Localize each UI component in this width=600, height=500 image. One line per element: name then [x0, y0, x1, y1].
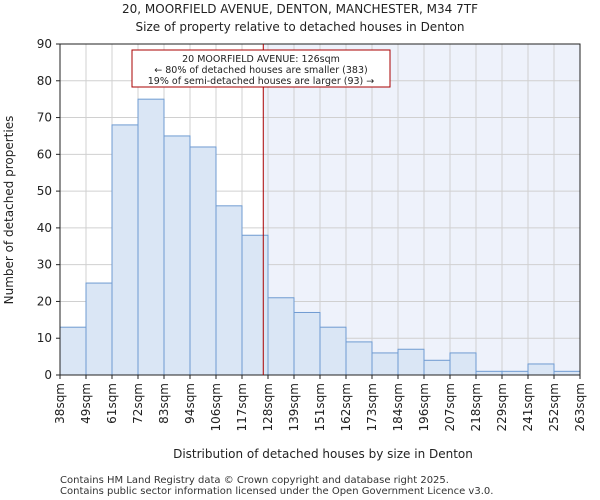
bar [241, 234, 269, 376]
annotation-line-1: 20 MOORFIELD AVENUE: 126sqm [182, 54, 340, 65]
bar [449, 352, 477, 376]
bar [371, 352, 399, 376]
bar [475, 370, 503, 376]
x-tick-label: 184sqm [391, 383, 405, 431]
x-tick-label: 252sqm [547, 383, 561, 431]
x-tick-label: 128sqm [261, 383, 275, 431]
x-axis-ticks: 38sqm 49sqm 61sqm 72sqm 83sqm 94sqm 106sqm 117s… [53, 375, 587, 431]
bar [215, 205, 243, 376]
y-tick-label: 60 [37, 147, 52, 161]
footer-line-1: Contains HM Land Registry data © Crown c… [60, 475, 449, 486]
x-tick-label: 218sqm [469, 383, 483, 431]
x-tick-label: 38sqm [53, 383, 67, 424]
y-tick-label: 20 [37, 294, 52, 308]
y-tick-label: 10 [37, 331, 52, 345]
x-tick-label: 151sqm [313, 383, 327, 431]
bar [397, 348, 425, 376]
x-tick-label: 94sqm [183, 383, 197, 424]
x-axis-label: Distribution of detached houses by size … [173, 447, 473, 461]
bar [59, 326, 87, 376]
y-tick-label: 80 [37, 74, 52, 88]
y-tick-label: 40 [37, 221, 52, 235]
chart-title: 20, MOORFIELD AVENUE, DENTON, MANCHESTER… [122, 2, 478, 16]
bar [553, 370, 581, 376]
chart-subtitle: Size of property relative to detached ho… [136, 20, 465, 34]
annotation-rect [131, 49, 391, 88]
x-tick-label: 173sqm [365, 383, 379, 431]
footer-line-2: Contains public sector information licen… [60, 486, 493, 497]
bar [319, 326, 347, 376]
bar [293, 311, 321, 376]
x-tick-label: 241sqm [521, 383, 535, 431]
y-tick-label: 0 [44, 368, 52, 382]
x-tick-label: 117sqm [235, 383, 249, 431]
x-tick-label: 162sqm [339, 383, 353, 431]
x-tick-label: 83sqm [157, 383, 171, 424]
bar [423, 359, 451, 376]
annotation-box: 20 MOORFIELD AVENUE: 126sqm ← 80% of det… [131, 49, 391, 88]
x-tick-label: 196sqm [417, 383, 431, 431]
x-tick-label: 263sqm [573, 383, 587, 431]
bar [163, 135, 191, 376]
annotation-line-3: 19% of semi-detached houses are larger (… [148, 76, 375, 87]
y-tick-label: 90 [37, 37, 52, 51]
bar [501, 370, 529, 376]
x-tick-label: 49sqm [79, 383, 93, 424]
x-tick-label: 207sqm [443, 383, 457, 431]
x-tick-label: 229sqm [495, 383, 509, 431]
y-axis-label: Number of detached properties [2, 116, 16, 305]
bar [137, 98, 165, 376]
bar [189, 146, 217, 376]
bar [527, 363, 555, 376]
y-axis-ticks: 0 10 20 30 40 50 60 70 80 90 [37, 37, 60, 382]
bar [85, 282, 113, 376]
y-tick-label: 50 [37, 184, 52, 198]
bar [111, 124, 139, 376]
x-tick-label: 139sqm [287, 383, 301, 431]
bars [59, 98, 581, 376]
bar [345, 341, 373, 376]
x-tick-label: 72sqm [131, 383, 145, 424]
y-tick-label: 30 [37, 258, 52, 272]
annotation-line-2: ← 80% of detached houses are smaller (38… [154, 65, 367, 76]
bar [267, 297, 295, 376]
x-tick-label: 106sqm [209, 383, 223, 431]
y-tick-label: 70 [37, 111, 52, 125]
x-tick-label: 61sqm [105, 383, 119, 424]
